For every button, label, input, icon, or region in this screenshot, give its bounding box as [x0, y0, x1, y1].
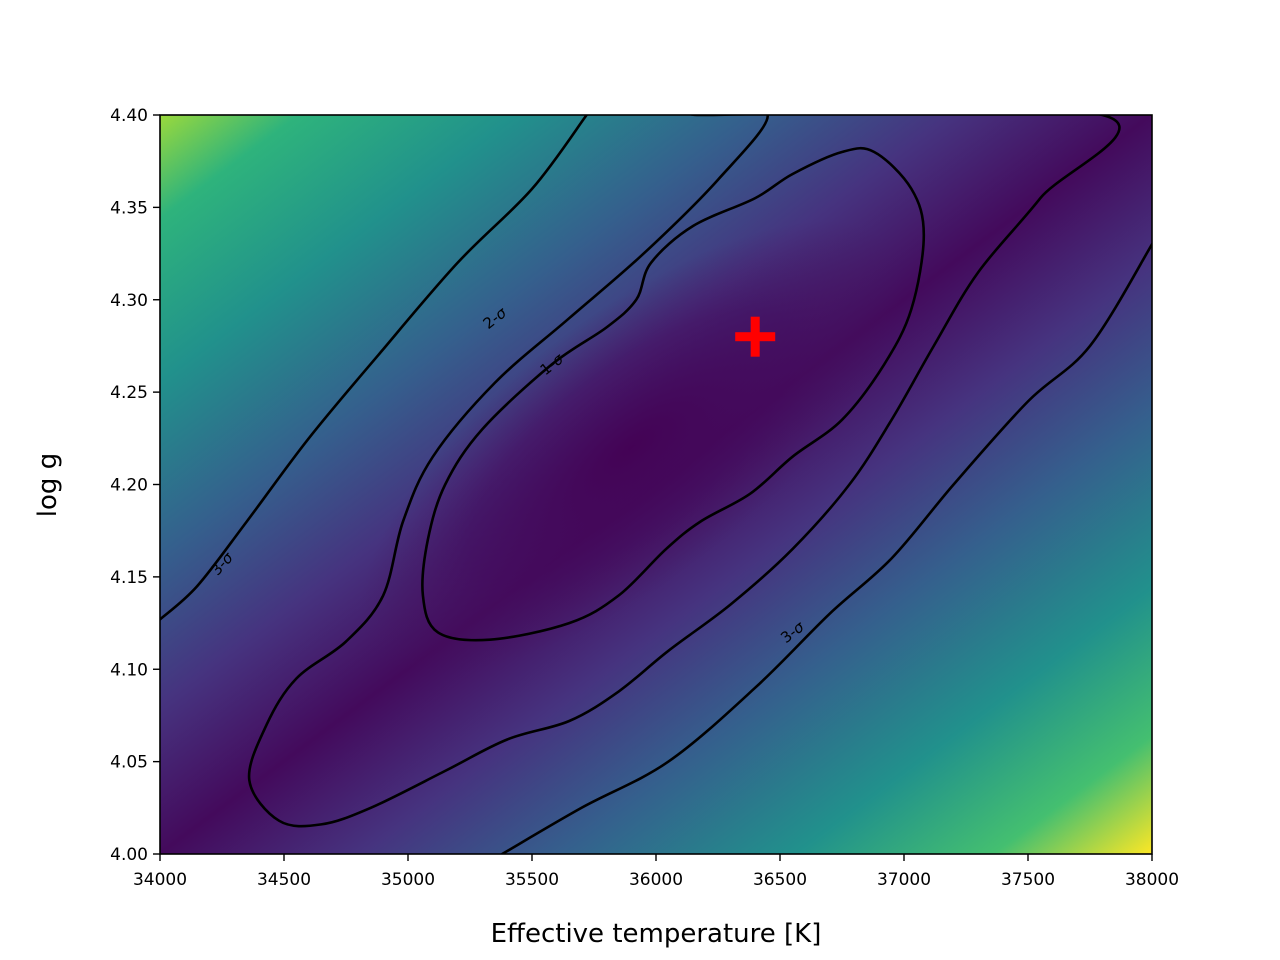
y-tick-label: 4.05	[110, 753, 148, 773]
y-tick-label: 4.25	[110, 383, 148, 403]
y-tick-label: 4.10	[110, 660, 148, 680]
contour-lines	[160, 115, 1152, 854]
best-fit-marker	[735, 316, 776, 357]
contour-label-text: 1-σ	[537, 349, 568, 379]
contour-label: 2-σ	[480, 303, 511, 333]
contour-label: 3-σ	[777, 617, 808, 647]
plot-area	[160, 115, 1152, 854]
y-axis-title: log g	[33, 453, 63, 517]
y-tick-label: 4.20	[110, 476, 148, 496]
x-tick-label: 36000	[629, 870, 683, 890]
y-tick-label: 4.00	[110, 845, 148, 865]
x-tick-label: 36500	[753, 870, 807, 890]
x-tick-label: 34000	[133, 870, 187, 890]
y-axis-ticks: 4.00 4.05 4.10 4.15 4.20 4.25 4.30 4.35 4.40	[110, 106, 160, 865]
x-tick-label: 35000	[381, 870, 435, 890]
y-tick-label: 4.15	[110, 568, 148, 588]
x-tick-label: 35500	[505, 870, 559, 890]
y-tick-label: 4.40	[110, 106, 148, 126]
x-axis-ticks: 34000 34500 35000 35500 36000 36500 37000 37500…	[133, 854, 1179, 890]
x-tick-label: 37000	[877, 870, 931, 890]
x-tick-label: 37500	[1001, 870, 1055, 890]
contour-line	[500, 243, 1152, 854]
x-tick-label: 34500	[257, 870, 311, 890]
contour-label: 3-σ	[207, 548, 237, 579]
contour-label-text: 3-σ	[207, 548, 237, 579]
contour-line	[160, 115, 588, 621]
x-tick-label: 38000	[1125, 870, 1179, 890]
contour-label: 1-σ	[537, 349, 568, 379]
contour-labels: 1-σ 2-σ 3-σ 3-σ	[207, 303, 808, 647]
best-fit-marker-v	[750, 316, 760, 357]
y-tick-label: 4.35	[110, 198, 148, 218]
contour-line	[247, 115, 1121, 828]
y-tick-label: 4.30	[110, 291, 148, 311]
x-axis-title: Effective temperature [K]	[491, 919, 822, 949]
contour-line	[421, 146, 926, 642]
